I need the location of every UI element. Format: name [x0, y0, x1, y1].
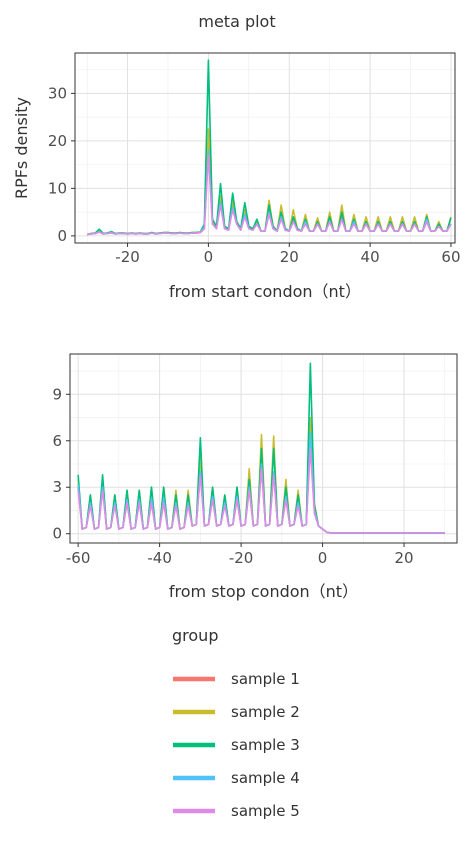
y-tick-label: 9	[52, 385, 62, 403]
legend-item: sample 3	[173, 736, 300, 754]
x-tick-label: -20	[229, 549, 254, 567]
plot-background	[70, 354, 457, 543]
series-line-sample-5	[77, 447, 445, 534]
y-tick-label: 3	[52, 478, 62, 496]
legend-item: sample 5	[173, 802, 300, 820]
panel-border	[69, 353, 458, 544]
legend-item-label: sample 3	[231, 736, 300, 754]
legend-item: sample 2	[173, 703, 300, 721]
x-tick-label: 0	[204, 248, 214, 266]
x-tick-label: 40	[361, 248, 380, 266]
x-tick-label: -40	[147, 549, 172, 567]
legend-item: sample 4	[173, 769, 300, 787]
legend-items: sample 1 sample 2 sample 3 sample 4 sample 5	[173, 670, 300, 820]
legend-item-label: sample 2	[231, 703, 300, 721]
x-tick-label: -20	[115, 248, 140, 266]
figure-title: meta plot	[198, 12, 275, 31]
x-tick-label: 20	[280, 248, 299, 266]
plot-background	[75, 53, 455, 243]
y-tick-label: 10	[48, 179, 67, 197]
y-tick-label: 0	[57, 227, 67, 245]
series-line-sample-5	[87, 154, 452, 236]
x-axis-title: from start condon（nt）	[169, 282, 361, 301]
x-tick-label: 20	[394, 549, 413, 567]
legend-item-label: sample 1	[231, 670, 300, 688]
x-axis-title: from stop condon（nt）	[169, 582, 358, 601]
x-tick-label: 0	[318, 549, 328, 567]
x-tick-label: 60	[441, 248, 460, 266]
y-tick-label: 0	[52, 525, 62, 543]
panel-border	[74, 52, 456, 244]
legend-item: sample 1	[173, 670, 300, 688]
y-tick-label: 30	[48, 84, 67, 102]
y-axis-title: RPFs density	[12, 97, 31, 199]
legend-title: group	[172, 626, 218, 645]
y-tick-label: 6	[52, 432, 62, 450]
y-tick-label: 20	[48, 132, 67, 150]
legend-item-label: sample 5	[231, 802, 300, 820]
legend-item-label: sample 4	[231, 769, 300, 787]
stop-codon-panel: -60 -40 -20 0 20 0 3 6 9 from stop condon（nt）	[52, 353, 458, 601]
x-tick-label: -60	[66, 549, 91, 567]
start-codon-panel: -20 0 20 40 60 0 10 20 30 from start condon（nt） RP…	[12, 52, 461, 301]
